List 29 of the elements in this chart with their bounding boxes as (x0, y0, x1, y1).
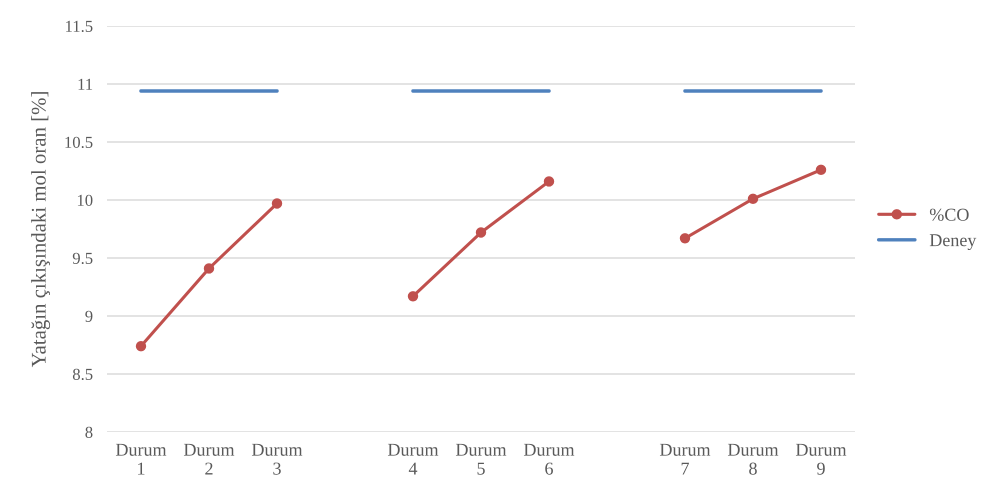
point (408, 291, 418, 302)
x-tick-label: Durum 1 (116, 444, 166, 475)
legend-label: Deney (930, 234, 976, 250)
y-tick-label: 10.5 (65, 136, 92, 148)
x-tick-label: Durum 2 (184, 444, 234, 475)
point (204, 263, 214, 274)
y-tick-label: 10 (78, 194, 92, 206)
x-tick-label: Durum 8 (728, 444, 778, 475)
point (816, 164, 826, 176)
y-tick-label: 8 (85, 426, 92, 438)
point (272, 198, 282, 209)
point (544, 176, 554, 187)
point (680, 233, 690, 244)
x-tick-label: Durum 4 (388, 444, 438, 475)
y-axis-title: Yatağın çıkışındaki mol oran [%] (31, 92, 50, 368)
legend-label: %CO (930, 208, 969, 221)
point (748, 194, 758, 204)
x-tick-label: Durum 5 (456, 444, 506, 475)
y-tick-label: 11 (78, 78, 92, 90)
x-tick-label: Durum 6 (524, 444, 574, 475)
point (136, 340, 146, 352)
x-tick-label: Durum 7 (660, 444, 710, 475)
y-tick-label: 8.5 (72, 368, 92, 380)
y-tick-label: 9 (85, 310, 92, 322)
point (476, 227, 486, 238)
y-tick-label: 11.5 (66, 20, 92, 32)
x-tick-label: Durum 9 (796, 444, 846, 475)
y-tick-label: 9.5 (72, 252, 92, 264)
x-tick-label: Durum 3 (252, 444, 302, 475)
